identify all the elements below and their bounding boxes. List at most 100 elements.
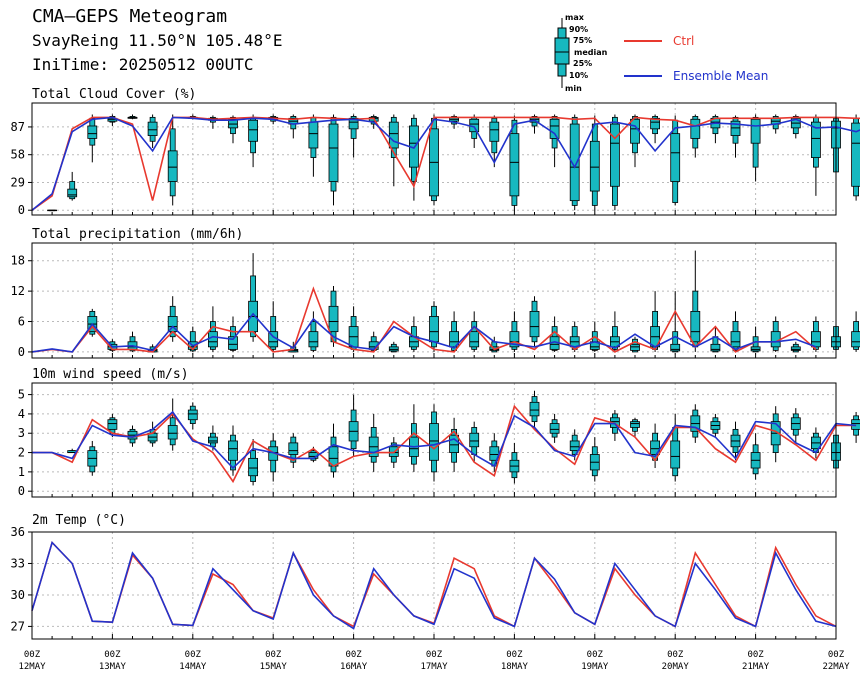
box-inner — [851, 122, 860, 187]
x-tick-label-time: 00Z — [265, 650, 282, 660]
y-tick-label: 1 — [18, 465, 25, 479]
box-inner — [248, 119, 259, 142]
box-outer — [189, 331, 196, 352]
box-inner — [670, 133, 681, 182]
box-inner — [569, 440, 580, 452]
x-tick-label-time: 00Z — [587, 650, 604, 660]
x-tick-label-date: 22MAY — [822, 662, 850, 672]
box-inner — [529, 401, 540, 417]
ctrl-series-line — [31, 286, 817, 353]
x-tick-label-date: 13MAY — [99, 662, 127, 672]
legend-p90: 90% — [569, 25, 588, 34]
x-tick-label-time: 00Z — [104, 650, 121, 660]
x-tick-label-date: 19MAY — [581, 662, 609, 672]
x-tick-label-time: 00Z — [828, 650, 845, 660]
box-inner — [348, 117, 359, 130]
panel-title: 10m wind speed (m/s) — [32, 367, 189, 382]
x-tick-label-date: 12MAY — [18, 662, 46, 672]
box-inner — [248, 457, 259, 477]
box-inner — [388, 346, 399, 352]
box-inner — [610, 123, 620, 187]
panel-title: Total Cloud Cover (%) — [32, 87, 196, 102]
y-tick-label: 87 — [11, 120, 25, 134]
legend-median: median — [574, 48, 608, 57]
ctrl-series-line — [32, 404, 857, 484]
box-inner — [790, 346, 801, 351]
panel-1: Total precipitation (mm/6h) 0 6 12 18 — [11, 227, 860, 359]
mean-series-line — [31, 540, 837, 630]
panel-title: 2m Temp (°C) — [32, 513, 126, 528]
box-inner — [811, 121, 821, 158]
box-inner — [67, 188, 78, 198]
box-inner — [690, 118, 701, 139]
box-inner — [228, 336, 238, 350]
box-inner — [630, 343, 640, 351]
legend-ctrl-label: Ctrl — [673, 34, 694, 48]
box-inner — [167, 425, 178, 440]
x-axis-labels: 00Z 12MAY 00Z 13MAY 00Z 14MAY 00Z 15MAY 00Z 16MAY… — [18, 650, 850, 672]
x-tick-label-time: 00Z — [506, 650, 523, 660]
box-inner — [207, 436, 218, 444]
box-inner — [469, 331, 480, 348]
box-inner — [87, 125, 98, 139]
box-inner — [328, 123, 339, 182]
legend-max: max — [565, 13, 585, 22]
box-inner — [228, 440, 238, 461]
panel-title: Total precipitation (mm/6h) — [32, 227, 243, 242]
legend: max 90% 75% median 25% 10% min Ctrl Ense… — [554, 13, 768, 93]
panel-3: 2m Temp (°C) 27 30 33 36 — [11, 513, 837, 640]
box-inner — [630, 118, 640, 144]
box-inner — [429, 423, 439, 461]
box-inner — [650, 117, 660, 130]
box-inner — [690, 310, 701, 343]
box-inner — [549, 423, 560, 434]
box-legend-icon — [554, 18, 570, 88]
y-tick-label: 18 — [11, 254, 25, 268]
legend-p75: 75% — [573, 36, 592, 45]
y-tick-label: 29 — [11, 175, 25, 189]
legend-p10: 10% — [569, 71, 588, 80]
box-inner — [469, 432, 480, 448]
box-inner — [549, 118, 560, 139]
panel-0: Total Cloud Cover (%) 0 29 58 87 — [11, 87, 860, 217]
box-inner — [730, 331, 741, 348]
y-tick-label: 27 — [11, 619, 25, 633]
box-inner — [770, 331, 781, 348]
box-inner — [167, 150, 178, 182]
box-inner — [308, 121, 319, 149]
box-inner — [710, 343, 721, 352]
x-tick-label-date: 21MAY — [742, 662, 770, 672]
y-tick-label: 0 — [18, 484, 25, 498]
x-tick-label-date: 15MAY — [260, 662, 288, 672]
box-inner — [670, 440, 681, 469]
x-tick-label-time: 00Z — [345, 650, 362, 660]
box-inner — [207, 331, 218, 348]
y-tick-label: 12 — [11, 284, 25, 298]
box-inner — [670, 343, 681, 352]
y-tick-label: 5 — [18, 388, 25, 402]
y-tick-label: 58 — [11, 148, 25, 162]
x-tick-label-date: 14MAY — [179, 662, 207, 672]
box-inner — [630, 421, 640, 428]
box-inner — [750, 118, 761, 144]
y-tick-label: 3 — [18, 426, 25, 440]
box-inner — [449, 434, 460, 453]
legend-p25: 25% — [573, 59, 592, 68]
box-inner — [509, 133, 520, 197]
mean-series-line — [31, 312, 817, 353]
box-outer — [752, 336, 759, 353]
box-inner — [107, 419, 118, 430]
x-tick-label-time: 00Z — [426, 650, 443, 660]
x-tick-label-time: 00Z — [24, 650, 41, 660]
x-tick-label-time: 00Z — [667, 650, 684, 660]
box-inner — [288, 442, 299, 455]
mean-series-line — [32, 410, 857, 470]
mean-series-line — [31, 116, 860, 211]
box-inner — [308, 331, 319, 348]
y-tick-label: 2 — [18, 446, 25, 460]
box-inner — [429, 316, 439, 343]
page-title: CMA—GEPS Meteogram — [32, 6, 228, 27]
box-inner — [147, 121, 158, 136]
y-tick-label: 30 — [11, 588, 25, 602]
y-tick-label: 0 — [18, 203, 25, 217]
